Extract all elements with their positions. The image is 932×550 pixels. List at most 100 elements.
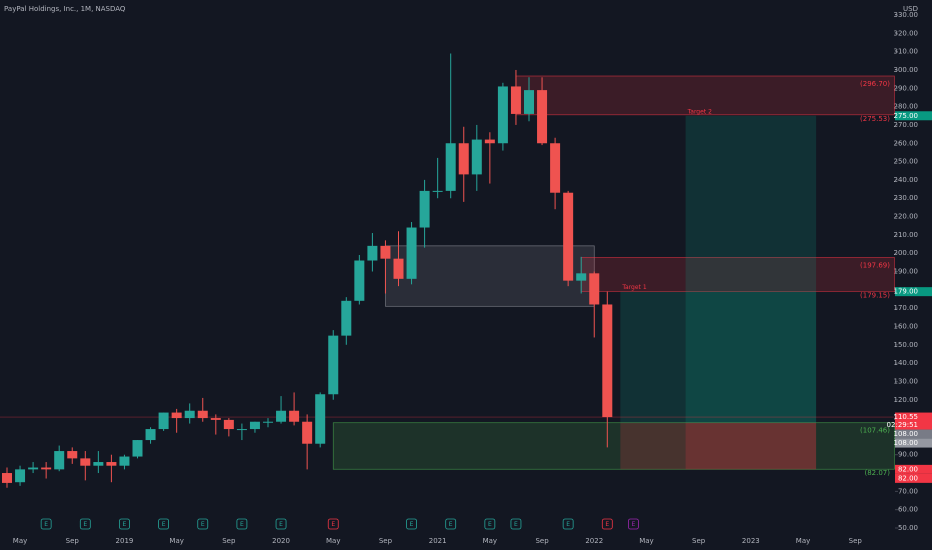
candle-body [537, 90, 548, 144]
candle-body [276, 410, 287, 422]
event-label: E [488, 521, 492, 528]
zone-label: (82.07) [864, 469, 890, 477]
y-tick-label: 130.00 [894, 377, 919, 385]
zone-label: (197.69) [860, 261, 890, 269]
candle-body [41, 467, 52, 470]
y-tick-label: 200.00 [894, 249, 919, 257]
candle-body [106, 462, 117, 466]
event-marker [236, 518, 248, 530]
x-tick-label: May [326, 537, 340, 545]
position-loss [685, 422, 817, 470]
candle-body [28, 467, 39, 470]
x-tick-label: Sep [66, 537, 80, 545]
candle-body [550, 143, 561, 193]
event-marker [158, 518, 170, 530]
candle-body [497, 86, 508, 144]
chart-title: PayPal Holdings, Inc., 1M, NASDAQ [4, 5, 126, 13]
y-tick-label: 220.00 [894, 213, 919, 221]
x-tick-label: May [13, 537, 27, 545]
candle-body [132, 440, 143, 457]
candle-body [589, 273, 600, 305]
zone-label: (107.46) [860, 427, 890, 435]
candle-body [563, 192, 574, 281]
y-tick-label: 210.00 [894, 231, 919, 239]
zone [385, 245, 595, 307]
price-label-box [895, 111, 932, 121]
event-marker [119, 518, 130, 530]
position-profit [685, 115, 817, 423]
candle-body [341, 300, 352, 336]
y-tick-label: 60.00 [898, 506, 918, 514]
candle-body [93, 462, 104, 466]
currency-label: USD [903, 5, 918, 13]
candle-body [419, 190, 430, 228]
x-tick-label: May [483, 537, 497, 545]
candle-body [158, 412, 169, 430]
event-label: E [279, 521, 283, 528]
event-label: E [605, 521, 609, 528]
y-tick-label: 90.00 [898, 451, 918, 459]
event-marker [484, 518, 496, 530]
y-tick-label: 250.00 [894, 158, 919, 166]
zone [515, 75, 895, 116]
candle-body [197, 410, 208, 419]
event-marker [327, 518, 339, 530]
event-label: E [201, 521, 205, 528]
candle-body [510, 86, 521, 114]
y-tick-label: 160.00 [894, 322, 919, 330]
event-label: E [162, 521, 166, 528]
x-tick-label: 2019 [116, 537, 134, 545]
x-tick-label: 2020 [272, 537, 290, 545]
candle-body [119, 456, 130, 466]
candle-body [315, 394, 326, 444]
price-label-box [895, 473, 932, 483]
event-label: E [44, 521, 48, 528]
event-marker [562, 518, 574, 530]
y-tick-label: 190.00 [894, 268, 919, 276]
x-tick-label: 2021 [429, 537, 447, 545]
candle-body [354, 260, 365, 301]
candle-body [432, 190, 443, 192]
y-tick-label: 280.00 [894, 103, 919, 111]
event-marker [79, 518, 91, 530]
y-tick-label: 270.00 [894, 121, 919, 129]
candle-body [406, 227, 417, 279]
x-tick-label: May [169, 537, 183, 545]
candle-body [171, 412, 182, 419]
event-label: E [566, 521, 570, 528]
event-marker [197, 518, 209, 530]
candle-body [445, 143, 456, 191]
event-label: E [632, 521, 636, 528]
y-tick-label: 290.00 [894, 84, 919, 92]
candle-body [54, 451, 65, 470]
candle-body [471, 139, 482, 175]
x-tick-label: May [639, 537, 653, 545]
price-label: 108.00 [894, 439, 919, 447]
candle-body [602, 304, 613, 418]
zone-label: (296.70) [860, 80, 890, 88]
price-label: 179.00 [894, 288, 919, 296]
candle-body [328, 335, 339, 395]
candle-body [223, 419, 234, 430]
event-label: E [514, 521, 518, 528]
price-label-box [895, 412, 932, 430]
candle-body [524, 90, 534, 114]
zone-label: (179.15) [860, 291, 890, 299]
candle-body [80, 458, 91, 466]
candle-body [184, 410, 195, 419]
y-tick-label: 120.00 [894, 396, 919, 404]
y-tick-label: 50.00 [898, 524, 918, 532]
x-tick-label: Sep [222, 537, 236, 545]
price-label-box [895, 287, 932, 297]
x-tick-label: 2023 [742, 537, 760, 545]
event-label: E [123, 521, 127, 528]
candle-body [145, 429, 156, 441]
event-label: E [240, 521, 244, 528]
candle-body [15, 469, 26, 483]
event-marker [275, 518, 287, 530]
event-label: E [331, 521, 335, 528]
position-label: Target 2 [687, 108, 712, 115]
